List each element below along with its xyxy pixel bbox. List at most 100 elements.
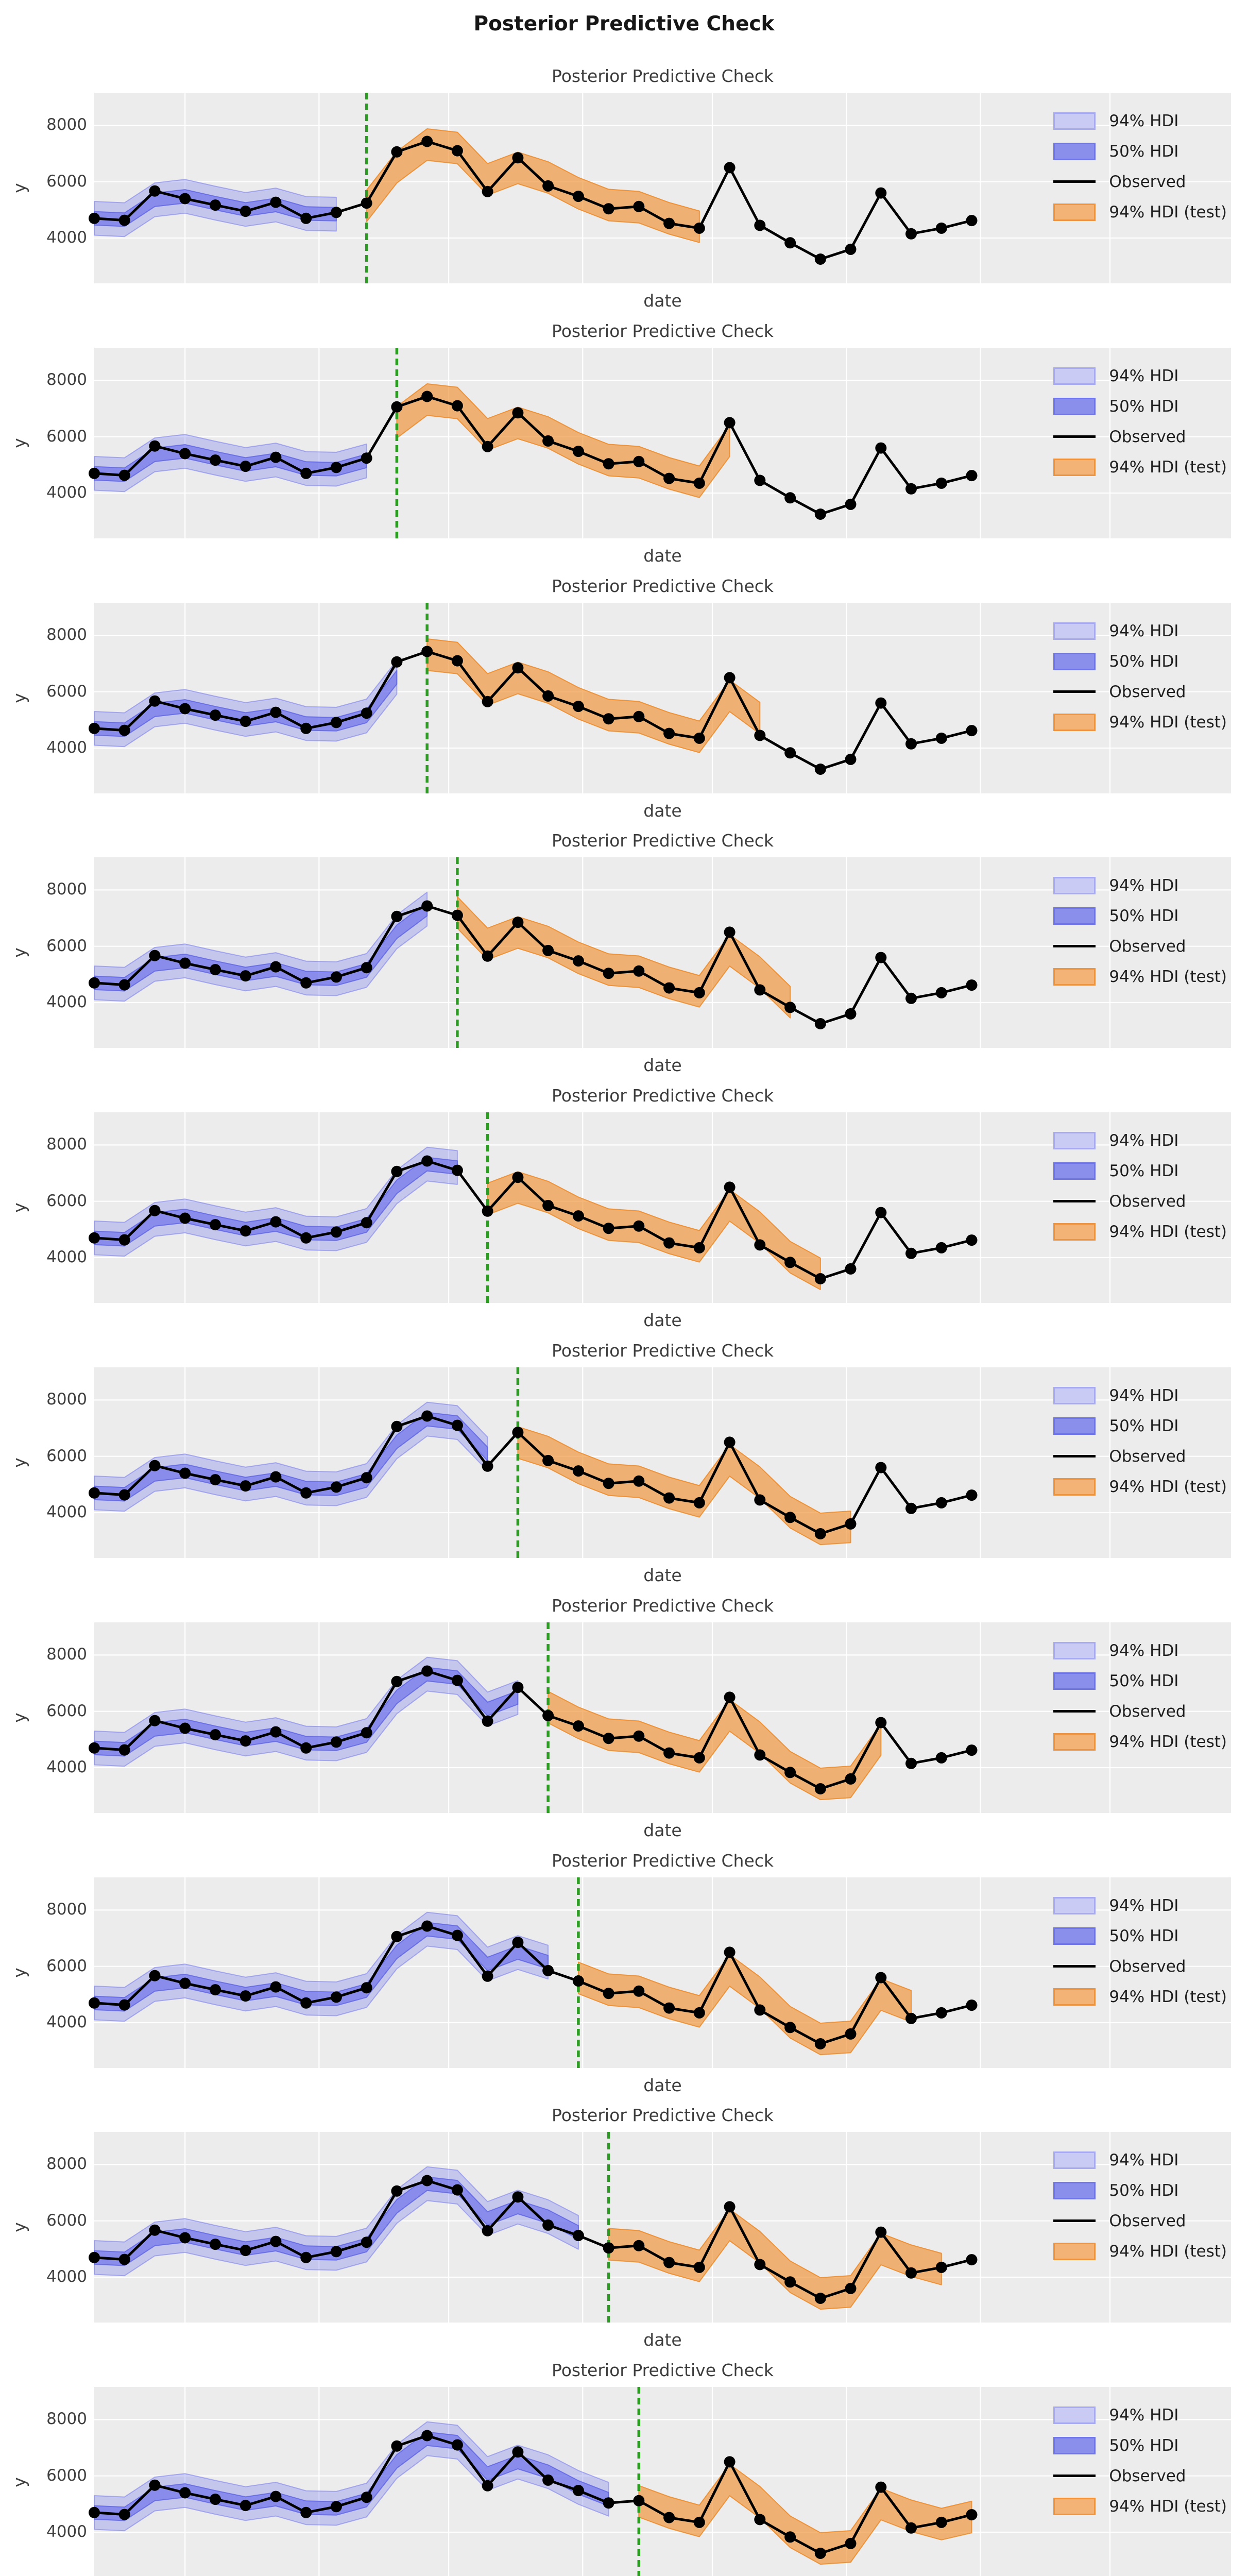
y-tick-label: 6000 <box>46 1191 87 1210</box>
chart-canvas <box>89 603 1231 793</box>
x-axis-label: date <box>643 2330 682 2350</box>
observed-point <box>300 1487 312 1499</box>
observed-point <box>814 509 826 520</box>
observed-point <box>814 2548 826 2559</box>
observed-point <box>179 448 191 460</box>
legend-label: 94% HDI <box>1109 2150 1179 2170</box>
legend-label: 94% HDI <box>1109 1896 1179 1915</box>
observed-point <box>633 1730 645 1742</box>
observed-point <box>663 982 675 994</box>
observed-line-swatch <box>1053 435 1096 438</box>
hdi94-test-band <box>608 2209 942 2310</box>
patch-light-blue-swatch <box>1053 876 1096 894</box>
observed-point <box>784 1257 796 1268</box>
subplot-title: Posterior Predictive Check <box>552 66 774 86</box>
legend-item: Observed <box>1053 166 1227 197</box>
observed-point <box>663 1237 675 1249</box>
legend-label: Observed <box>1109 172 1186 191</box>
observed-point <box>724 162 736 174</box>
observed-point <box>693 477 705 489</box>
observed-point <box>451 1674 463 1686</box>
observed-point <box>754 2004 766 2016</box>
x-axis-label: date <box>643 801 682 821</box>
observed-point <box>754 984 766 996</box>
observed-point <box>754 474 766 486</box>
observed-point <box>210 1474 221 1486</box>
patch-blue-swatch <box>1053 1672 1096 1690</box>
x-axis-label: date <box>643 1310 682 1330</box>
observed-point <box>966 725 978 737</box>
observed-point <box>330 462 342 473</box>
legend-item: 50% HDI <box>1053 901 1227 931</box>
legend-label: 50% HDI <box>1109 652 1179 671</box>
legend-label: Observed <box>1109 937 1186 956</box>
observed-point <box>240 2500 251 2512</box>
legend-item: 94% HDI <box>1053 870 1227 901</box>
observed-point <box>89 1487 100 1499</box>
observed-point <box>361 1982 372 1994</box>
subplot-title: Posterior Predictive Check <box>552 1341 774 1361</box>
patch-light-blue-swatch <box>1053 2406 1096 2424</box>
observed-point <box>814 1018 826 1029</box>
observed-point <box>330 207 342 218</box>
legend-label: 50% HDI <box>1109 1416 1179 1435</box>
legend-item: 94% HDI (test) <box>1053 2491 1227 2521</box>
legend: 94% HDI 50% HDI Observed 94% HDI (test) <box>1053 616 1227 737</box>
observed-point <box>814 764 826 775</box>
observed-point <box>240 970 251 982</box>
y-tick-label: 6000 <box>46 172 87 191</box>
hdi94-test-band <box>577 1954 912 2056</box>
observed-point <box>905 738 917 750</box>
legend-label: Observed <box>1109 1702 1186 1721</box>
observed-point <box>210 2494 221 2505</box>
plot-area: 94% HDI 50% HDI Observed 94% HDI (test) <box>89 93 1231 283</box>
observed-point <box>542 2219 554 2231</box>
observed-point <box>603 1223 614 1234</box>
observed-point <box>724 417 736 429</box>
observed-point <box>270 961 282 973</box>
patch-orange-swatch <box>1053 1223 1096 1241</box>
observed-point <box>482 1460 493 1472</box>
y-axis-label: y <box>9 438 29 448</box>
legend-label: Observed <box>1109 1957 1186 1976</box>
y-axis-label: y <box>9 2477 29 2487</box>
chart-canvas <box>89 93 1231 283</box>
observed-point <box>210 1984 221 1996</box>
observed-point <box>542 1964 554 1976</box>
observed-point <box>118 1999 130 2011</box>
observed-point <box>542 2474 554 2486</box>
legend-item: 50% HDI <box>1053 1411 1227 1441</box>
hdi94-test-band <box>548 1690 882 1801</box>
observed-point <box>179 1212 191 1224</box>
observed-point <box>391 1420 403 1432</box>
legend-item: 94% HDI (test) <box>1053 961 1227 992</box>
patch-orange-swatch <box>1053 968 1096 986</box>
legend-label: 50% HDI <box>1109 142 1179 161</box>
chart-canvas <box>89 2132 1231 2323</box>
y-axis-label: y <box>9 183 29 193</box>
y-tick-label: 4000 <box>46 1503 87 1521</box>
observed-point <box>814 2293 826 2304</box>
observed-point <box>875 442 887 454</box>
observed-point <box>482 2225 493 2236</box>
observed-point <box>724 1181 736 1193</box>
observed-point <box>210 454 221 466</box>
observed-point <box>149 1970 161 1981</box>
subplot-title: Posterior Predictive Check <box>552 1086 774 1106</box>
observed-point <box>754 2514 766 2526</box>
patch-blue-swatch <box>1053 397 1096 415</box>
observed-point <box>391 2440 403 2452</box>
y-tick-label: 6000 <box>46 1956 87 1975</box>
observed-point <box>633 1475 645 1487</box>
observed-point <box>693 987 705 998</box>
y-tick-label: 6000 <box>46 1701 87 1720</box>
observed-point <box>603 2242 614 2254</box>
observed-point <box>542 944 554 956</box>
observed-point <box>724 1691 736 1703</box>
legend: 94% HDI 50% HDI Observed 94% HDI (test) <box>1053 1635 1227 1757</box>
observed-point <box>149 950 161 961</box>
observed-point <box>89 1742 100 1754</box>
hdi94-test-band <box>366 128 700 243</box>
observed-point <box>935 2516 947 2528</box>
observed-point <box>149 2479 161 2491</box>
